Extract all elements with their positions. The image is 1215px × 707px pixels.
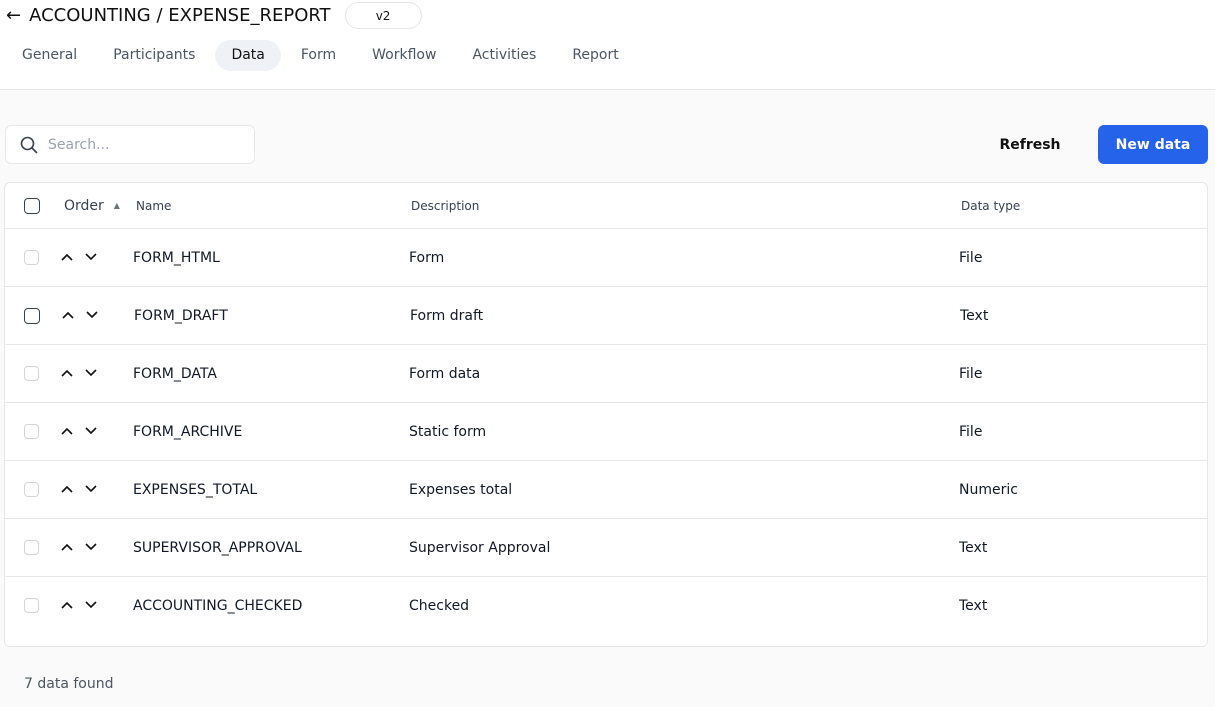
row-checkbox[interactable] bbox=[24, 250, 39, 265]
row-type: File bbox=[959, 365, 983, 382]
table-row[interactable]: FORM_DATA Form data File bbox=[5, 344, 1207, 402]
search-input[interactable] bbox=[48, 136, 238, 153]
row-type: Text bbox=[960, 307, 989, 324]
name-column-header: Name bbox=[136, 198, 172, 213]
move-up-icon[interactable] bbox=[60, 598, 74, 614]
tab-data[interactable]: Data bbox=[215, 40, 281, 71]
row-name[interactable]: FORM_ARCHIVE bbox=[133, 423, 243, 440]
move-up-icon[interactable] bbox=[60, 366, 74, 382]
row-name[interactable]: EXPENSES_TOTAL bbox=[133, 481, 258, 498]
table-row[interactable]: EXPENSES_TOTAL Expenses total Numeric bbox=[5, 460, 1207, 518]
move-up-icon[interactable] bbox=[60, 482, 74, 498]
result-count: 7 data found bbox=[24, 676, 114, 692]
row-type: Numeric bbox=[959, 481, 1018, 498]
row-type: File bbox=[959, 249, 983, 266]
row-description: Expenses total bbox=[409, 481, 513, 498]
tab-participants[interactable]: Participants bbox=[113, 47, 196, 63]
move-down-icon[interactable] bbox=[84, 598, 98, 614]
search-icon bbox=[20, 136, 38, 154]
move-up-icon[interactable] bbox=[60, 250, 74, 266]
row-type: File bbox=[959, 423, 983, 440]
row-description: Form draft bbox=[410, 307, 484, 324]
row-description: Checked bbox=[409, 597, 470, 614]
back-arrow-icon[interactable]: ← bbox=[6, 5, 22, 26]
move-up-icon[interactable] bbox=[60, 424, 74, 440]
table-row[interactable]: FORM_HTML Form File bbox=[5, 228, 1207, 286]
move-down-icon[interactable] bbox=[84, 250, 98, 266]
move-up-icon[interactable] bbox=[61, 308, 75, 324]
page-header: ← ACCOUNTING / EXPENSE_REPORT v2 General… bbox=[0, 0, 1215, 90]
table-row[interactable]: FORM_ARCHIVE Static form File bbox=[5, 402, 1207, 460]
tab-form[interactable]: Form bbox=[300, 47, 337, 63]
row-name[interactable]: FORM_HTML bbox=[133, 249, 220, 266]
move-down-icon[interactable] bbox=[84, 424, 98, 440]
move-up-icon[interactable] bbox=[60, 540, 74, 556]
move-down-icon[interactable] bbox=[85, 308, 99, 324]
row-type: Text bbox=[959, 597, 988, 614]
row-description: Form data bbox=[409, 365, 481, 382]
row-name[interactable]: ACCOUNTING_CHECKED bbox=[133, 597, 303, 614]
move-down-icon[interactable] bbox=[84, 540, 98, 556]
move-down-icon[interactable] bbox=[84, 366, 98, 382]
table-row[interactable]: ACCOUNTING_CHECKED Checked Text bbox=[5, 576, 1207, 634]
move-down-icon[interactable] bbox=[84, 482, 98, 498]
row-type: Text bbox=[959, 539, 988, 556]
row-checkbox[interactable] bbox=[24, 424, 39, 439]
row-checkbox[interactable] bbox=[24, 482, 39, 497]
row-name[interactable]: FORM_DATA bbox=[133, 365, 217, 382]
tab-workflow[interactable]: Workflow bbox=[372, 47, 437, 63]
search-box[interactable] bbox=[5, 125, 255, 164]
tab-report[interactable]: Report bbox=[572, 47, 619, 63]
row-description: Supervisor Approval bbox=[409, 539, 551, 556]
row-name[interactable]: FORM_DRAFT bbox=[134, 307, 228, 324]
select-all-checkbox[interactable] bbox=[24, 197, 40, 214]
row-checkbox[interactable] bbox=[24, 598, 39, 613]
tab-bar: General Participants Data Form Workflow Activ… bbox=[6, 40, 639, 71]
row-description: Form bbox=[409, 249, 445, 266]
row-description: Static form bbox=[409, 423, 487, 440]
breadcrumb: ← ACCOUNTING / EXPENSE_REPORT v2 bbox=[6, 2, 422, 29]
row-checkbox[interactable] bbox=[24, 366, 39, 381]
table-row[interactable]: SUPERVISOR_APPROVAL Supervisor Approval … bbox=[5, 518, 1207, 576]
order-column-header[interactable]: Order ▲ bbox=[64, 197, 120, 214]
row-checkbox[interactable] bbox=[24, 307, 40, 324]
table-row[interactable]: FORM_DRAFT Form draft Text bbox=[5, 286, 1207, 344]
breadcrumb-text: ACCOUNTING / EXPENSE_REPORT bbox=[29, 5, 331, 26]
row-checkbox[interactable] bbox=[24, 540, 39, 555]
tab-activities[interactable]: Activities bbox=[472, 47, 537, 63]
type-column-header: Data type bbox=[961, 198, 1021, 213]
table-header: Order ▲ Name Description Data type bbox=[5, 183, 1207, 228]
refresh-button[interactable]: Refresh bbox=[985, 125, 1075, 164]
new-data-button[interactable]: New data bbox=[1098, 125, 1208, 164]
tab-general[interactable]: General bbox=[22, 47, 78, 63]
data-table: Order ▲ Name Description Data type FORM_H… bbox=[4, 182, 1208, 647]
description-column-header: Description bbox=[411, 198, 480, 213]
version-badge[interactable]: v2 bbox=[344, 2, 422, 29]
sort-asc-icon: ▲ bbox=[113, 200, 120, 210]
row-name[interactable]: SUPERVISOR_APPROVAL bbox=[133, 539, 302, 556]
